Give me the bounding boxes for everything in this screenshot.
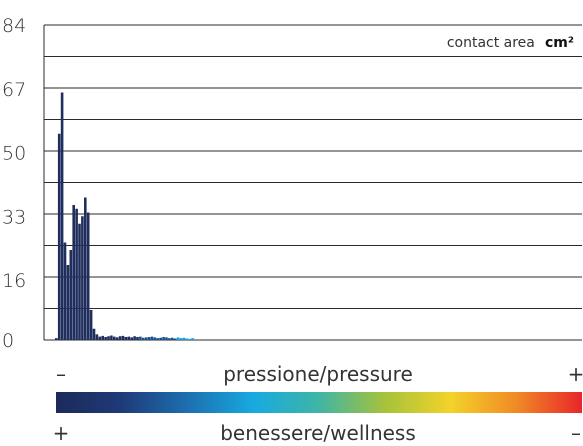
bar — [127, 336, 131, 341]
bar — [63, 242, 67, 340]
bar — [159, 337, 162, 340]
bar — [86, 212, 90, 340]
bar — [110, 335, 113, 340]
bar — [75, 208, 78, 340]
y-tick-label: 67 — [2, 79, 26, 101]
bar — [153, 337, 157, 341]
bar — [179, 338, 183, 341]
bar — [165, 337, 168, 341]
bar — [113, 336, 116, 341]
color-scale-bar — [56, 392, 582, 413]
bar — [66, 265, 70, 340]
y-tick-label: 16 — [2, 270, 26, 292]
bar — [124, 337, 128, 340]
bar — [156, 338, 160, 341]
y-tick-label: 33 — [2, 206, 26, 228]
bar — [188, 338, 191, 341]
bar — [121, 335, 125, 341]
bar — [191, 338, 194, 341]
y-tick-label: 0 — [2, 330, 14, 352]
bar — [176, 337, 180, 341]
bar — [60, 92, 64, 340]
bars — [55, 92, 194, 341]
bar — [115, 337, 119, 341]
y-tick-label: 84 — [2, 15, 26, 37]
bar — [142, 337, 145, 340]
bar — [89, 310, 93, 340]
bar — [130, 337, 133, 341]
bar — [81, 216, 84, 340]
bar — [57, 133, 61, 340]
pressure-high-sign: + — [568, 362, 583, 386]
y-tick-labels: 84 67 50 33 16 0 — [2, 15, 26, 352]
bar — [168, 338, 171, 341]
bar — [136, 337, 139, 340]
bar — [173, 338, 177, 340]
bar — [133, 336, 136, 340]
bar — [95, 334, 99, 341]
bar — [92, 328, 96, 340]
bar — [98, 336, 102, 341]
bar — [55, 338, 58, 341]
wellness-low-sign: – — [571, 421, 581, 445]
grid-lines — [43, 24, 582, 341]
pressure-axis-label: pressione/pressure — [223, 362, 413, 386]
wellness-high-sign: + — [53, 421, 70, 445]
bar — [107, 336, 110, 340]
bar — [84, 197, 87, 340]
unit-label: contact area cm² — [447, 32, 574, 51]
bar — [118, 336, 122, 340]
bar — [69, 250, 73, 340]
wellness-axis-label: benessere/wellness — [220, 421, 416, 445]
bar — [150, 336, 154, 341]
bar — [182, 337, 186, 340]
bar — [104, 337, 107, 340]
bar — [72, 205, 75, 340]
bar — [139, 336, 142, 341]
bar — [185, 338, 189, 340]
pressure-low-sign: – — [56, 362, 66, 386]
bar — [171, 337, 174, 340]
bar — [144, 337, 148, 341]
bar — [101, 335, 104, 341]
bar — [162, 337, 165, 340]
bar — [78, 223, 81, 340]
y-tick-label: 50 — [2, 143, 26, 165]
bar — [147, 337, 151, 340]
